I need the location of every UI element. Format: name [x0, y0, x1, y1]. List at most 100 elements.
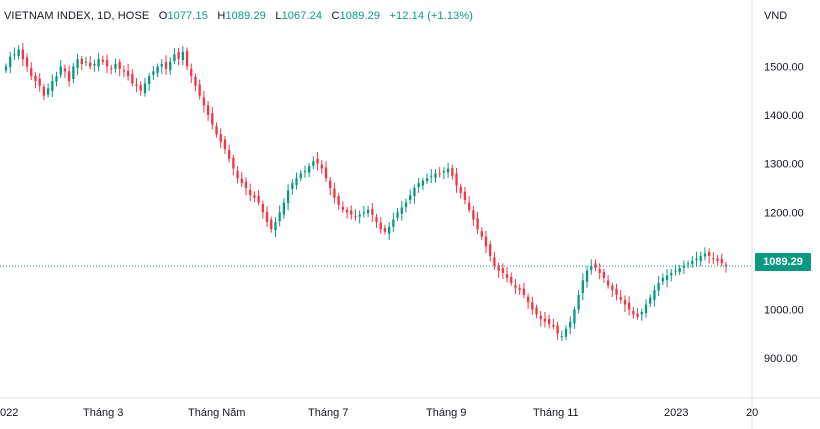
candle-body [265, 211, 269, 223]
candle-body [577, 294, 580, 310]
candle-body [9, 56, 12, 67]
candle-body [623, 299, 627, 305]
x-tick-label: 20 [746, 407, 758, 419]
candle-body [257, 195, 260, 203]
candle-body [202, 97, 206, 106]
candle-body [291, 183, 294, 189]
candle-body [46, 88, 50, 95]
candle-body [535, 307, 538, 315]
candle-body [442, 170, 446, 173]
candle-body [337, 196, 340, 205]
last-price-badge: 1089.29 [755, 253, 811, 271]
y-tick-label: 1200.00 [764, 207, 804, 219]
candle-body [628, 302, 631, 310]
candle-body [501, 268, 504, 274]
candle-body [286, 190, 290, 204]
candle-body [173, 54, 176, 62]
candle-body [333, 188, 336, 198]
candle-body [489, 244, 492, 257]
candle-body [425, 178, 429, 182]
candle-body [564, 328, 568, 337]
candle-body [720, 258, 723, 264]
candle-body [156, 66, 159, 74]
candle-body [63, 68, 67, 72]
candle-body [215, 126, 218, 135]
candle-body [615, 288, 618, 295]
candle-body [543, 318, 547, 322]
candle-body [110, 68, 113, 70]
candle-body [30, 67, 33, 77]
candle-body [451, 168, 454, 176]
candle-body [249, 189, 252, 196]
candle-body [354, 216, 357, 218]
candle-body [219, 134, 222, 142]
candle-body [686, 263, 690, 265]
candle-body [244, 181, 248, 188]
candle-body [232, 157, 235, 169]
candle-body [211, 113, 214, 125]
candle-body [560, 336, 563, 338]
candle-body [25, 57, 29, 67]
candle-body [126, 70, 130, 77]
candle-body [636, 313, 639, 317]
candle-body [278, 212, 281, 222]
y-tick-label: 1500.00 [764, 61, 804, 73]
candle-body [362, 212, 366, 214]
candle-body [661, 277, 664, 282]
candle-body [143, 83, 147, 94]
candle-body [438, 173, 441, 175]
candle-body [699, 256, 702, 261]
candle-body [320, 164, 323, 169]
candle-body [665, 275, 669, 280]
candle-body [539, 315, 542, 320]
candle-body [526, 296, 530, 303]
candle-body [160, 64, 163, 67]
candle-body [84, 61, 88, 63]
candle-body [531, 302, 534, 310]
x-axis-ticks: 022 Tháng 3 Tháng Năm Tháng 7 Tháng 9 Tháng 1… [0, 407, 758, 419]
candle-body [404, 202, 408, 207]
legend-close-label: C [331, 10, 340, 22]
x-tick-label: Tháng 11 [533, 407, 579, 419]
candle-body [413, 187, 416, 197]
candle-body [38, 78, 41, 86]
candle-body [21, 49, 24, 60]
candle-body [682, 265, 686, 268]
candle-body [240, 178, 243, 184]
legend-high: 1089.29 [225, 10, 266, 22]
candles-group [4, 43, 728, 342]
candle-body [34, 75, 37, 82]
candle-body [434, 173, 437, 178]
candle-body [42, 86, 46, 96]
x-tick-label: Tháng 3 [83, 407, 123, 419]
candle-body [303, 170, 307, 172]
y-tick-label: 1300.00 [764, 159, 804, 171]
candle-body [606, 280, 610, 286]
candle-body [484, 236, 488, 247]
candle-body [708, 252, 711, 257]
candle-body [366, 209, 370, 214]
candle-body [703, 253, 707, 257]
candle-body [379, 222, 382, 230]
legend-low: 1067.24 [281, 10, 323, 22]
candle-body [194, 76, 197, 86]
candle-body [463, 191, 467, 201]
candle-body [164, 62, 168, 69]
candle-body [105, 60, 109, 67]
candle-body [522, 288, 526, 295]
candle-body [308, 166, 311, 173]
candle-body [602, 272, 606, 278]
legend-open-label: O [158, 10, 168, 22]
candle-body [181, 51, 184, 61]
candle-body [417, 183, 420, 188]
candle-body [678, 268, 681, 273]
candle-body [480, 231, 483, 237]
candle-body [392, 219, 395, 227]
candle-body [400, 207, 403, 214]
candle-body [556, 325, 559, 334]
candle-body [548, 319, 551, 325]
candle-body [670, 273, 673, 276]
candle-body [198, 84, 201, 96]
candle-body [118, 62, 121, 69]
